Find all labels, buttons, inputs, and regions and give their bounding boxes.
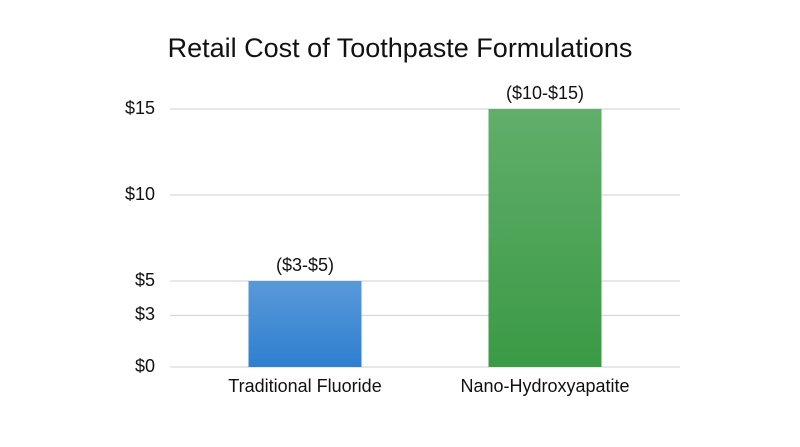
x-tick-label: Traditional Fluoride [228,376,381,396]
chart-title: Retail Cost of Toothpaste Formulations [168,33,633,63]
y-tick-label: $10 [125,184,155,204]
bar [488,109,602,367]
y-tick-label: $3 [135,304,155,324]
y-tick-label: $5 [135,270,155,290]
value-label: ($10-$15) [506,83,584,103]
y-tick-label: $0 [135,356,155,376]
x-tick-label: Nano-Hydroxyapatite [460,376,629,396]
bar [248,281,362,367]
value-label: ($3-$5) [276,255,334,275]
y-tick-label: $15 [125,98,155,118]
